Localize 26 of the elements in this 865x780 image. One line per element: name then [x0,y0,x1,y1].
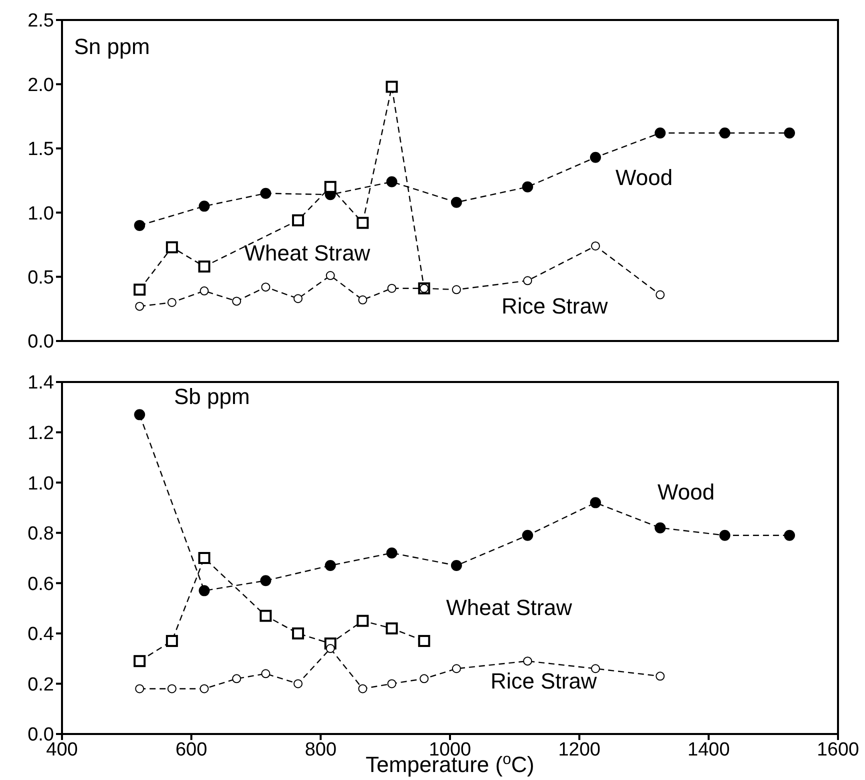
y-tick-label: 0.4 [28,624,54,646]
x-tick-label: 800 [304,739,337,760]
x-tick-label: 600 [175,739,208,760]
y-tick-label: 0.5 [28,268,54,289]
chart-title: Sb ppm [174,384,250,409]
series-label: Wood [658,480,715,504]
y-tick-label: 0.2 [28,674,54,696]
y-tick-label: 1.2 [28,423,54,444]
x-tick-label: 1600 [816,739,860,760]
text: Sn ppm [74,34,150,59]
x-tick-label: 1400 [688,739,730,760]
y-tick-label: 0.8 [28,524,54,545]
y-tick-label: 1.0 [28,203,54,224]
y-tick-label: 2.0 [28,74,54,96]
series-label: Wheat Straw [244,240,370,266]
y-tick-label: 0.0 [28,332,54,353]
y-tick-label: 2.5 [28,10,54,32]
x-tick-label: 1200 [558,739,600,760]
series-label: Rice Straw [501,293,608,318]
y-tick-label: 0.6 [28,574,54,595]
series-label: Rice Straw [490,668,597,694]
y-tick-label: 1.4 [28,372,54,394]
y-tick-label: 1.0 [28,473,54,494]
series-label: Wood [616,165,673,190]
series-label: Wheat Straw [446,594,572,620]
y-tick-label: 1.5 [28,139,54,160]
